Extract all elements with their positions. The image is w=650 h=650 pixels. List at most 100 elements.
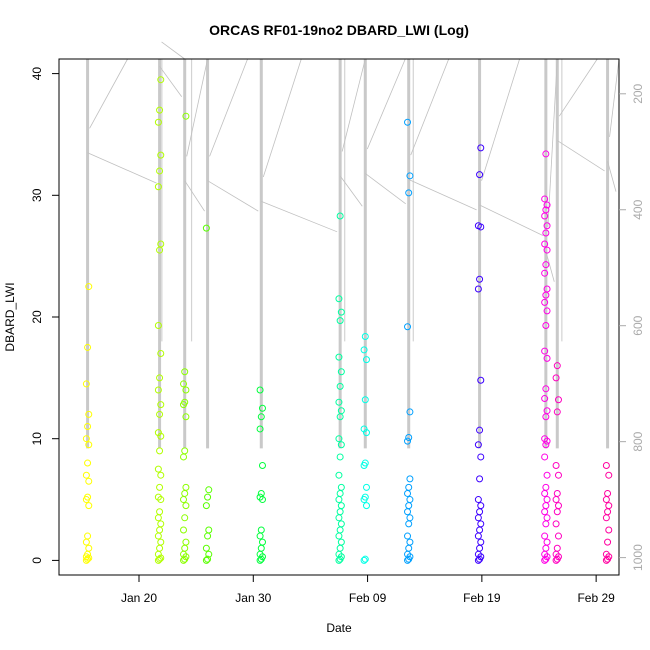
- data-point: [477, 520, 485, 528]
- y-tick-label: 10: [30, 432, 44, 446]
- data-point: [542, 206, 550, 214]
- data-point: [181, 544, 189, 552]
- data-point: [335, 295, 343, 303]
- data-point: [204, 532, 212, 540]
- data-point: [605, 526, 613, 534]
- profile-link: [186, 58, 208, 157]
- data-point: [335, 435, 343, 443]
- profile-link: [339, 175, 363, 207]
- data-point: [154, 183, 162, 191]
- y-axis-label: DBARD_LWI: [3, 282, 17, 351]
- data-point: [405, 544, 413, 552]
- data-point: [85, 410, 93, 418]
- profile-link: [408, 179, 477, 211]
- data-point: [476, 526, 484, 534]
- data-point: [361, 459, 369, 467]
- data-point: [180, 380, 188, 388]
- data-point: [362, 502, 370, 510]
- data-point: [337, 502, 345, 510]
- data-point: [258, 538, 266, 546]
- data-point: [361, 493, 369, 501]
- data-point: [336, 526, 344, 534]
- data-point: [543, 471, 551, 479]
- data-point: [602, 461, 610, 469]
- data-point: [337, 441, 345, 449]
- data-point: [85, 441, 93, 449]
- data-point: [202, 502, 210, 510]
- data-point: [258, 553, 266, 561]
- data-point: [337, 407, 345, 415]
- data-point: [256, 386, 264, 394]
- data-point: [336, 317, 344, 325]
- data-point: [404, 437, 412, 445]
- data-point: [337, 483, 345, 491]
- profile-link: [366, 58, 406, 150]
- data-point: [605, 502, 613, 510]
- data-point: [474, 496, 482, 504]
- data-point: [476, 171, 484, 179]
- data-point: [85, 544, 93, 552]
- data-point: [154, 429, 162, 437]
- data-point: [476, 508, 484, 516]
- data-point: [541, 395, 549, 403]
- data-point: [337, 538, 345, 546]
- data-point: [542, 544, 550, 552]
- data-point: [405, 483, 413, 491]
- data-point: [361, 396, 369, 404]
- data-point: [476, 544, 484, 552]
- data-point: [542, 520, 550, 528]
- pressure-profile-layer: [86, 41, 620, 449]
- data-point: [156, 526, 164, 534]
- data-point: [182, 483, 190, 491]
- y-axis: 0 10 20 30 40: [30, 67, 59, 564]
- profile-link: [341, 58, 366, 152]
- data-point: [336, 453, 344, 461]
- data-point: [542, 150, 550, 158]
- data-point: [605, 471, 613, 479]
- data-point: [156, 410, 164, 418]
- data-point: [405, 189, 413, 197]
- data-point: [474, 285, 482, 293]
- data-point: [554, 396, 562, 404]
- data-point: [182, 502, 190, 510]
- profile-link: [159, 66, 183, 97]
- data-point: [477, 144, 485, 152]
- data-point: [85, 502, 93, 510]
- data-point: [257, 489, 265, 497]
- profile-link: [545, 251, 555, 282]
- data-point: [156, 483, 164, 491]
- y2-tick-label: 400: [631, 199, 645, 219]
- secondary-y-axis: 200 400 600 800 1000: [619, 83, 645, 571]
- data-point: [542, 483, 550, 491]
- data-point: [541, 347, 549, 355]
- data-point: [335, 496, 343, 504]
- data-point: [553, 544, 561, 552]
- data-point: [258, 404, 266, 412]
- data-point: [154, 493, 162, 501]
- data-point: [204, 555, 212, 563]
- data-point: [553, 362, 561, 370]
- data-point: [553, 508, 561, 516]
- data-point: [404, 323, 412, 331]
- data-point: [335, 532, 343, 540]
- data-point: [257, 526, 265, 534]
- data-point: [84, 343, 92, 351]
- data-point: [543, 222, 551, 230]
- data-point: [543, 285, 551, 293]
- data-point: [543, 307, 551, 315]
- data-point: [156, 508, 164, 516]
- data-point: [181, 514, 189, 522]
- data-point: [182, 553, 190, 561]
- y2-tick-label: 800: [631, 431, 645, 451]
- data-point: [257, 413, 265, 421]
- data-point: [541, 532, 549, 540]
- data-point: [181, 447, 189, 455]
- data-point: [474, 222, 482, 230]
- data-point: [335, 471, 343, 479]
- data-point: [84, 459, 92, 467]
- data-point: [202, 556, 210, 564]
- data-point: [541, 269, 549, 277]
- data-point: [553, 408, 561, 416]
- data-point: [156, 447, 164, 455]
